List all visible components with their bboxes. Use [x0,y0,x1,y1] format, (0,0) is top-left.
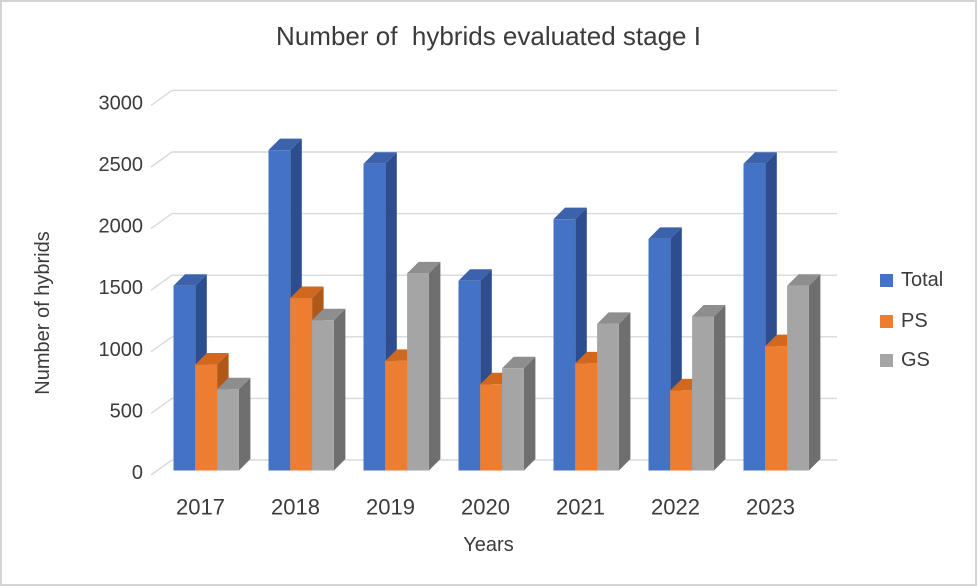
bar-front-face [692,316,714,471]
bars [173,138,821,471]
gridline-depth-tick [150,89,173,106]
bar-front-face [502,368,524,471]
y-tick-label: 1500 [99,277,144,299]
y-tick-label: 2000 [99,216,144,238]
bar-side-face [523,356,536,471]
gridline-depth-tick [150,397,173,414]
x-axis-title: Years [463,534,514,556]
bar-front-face [648,238,671,471]
x-category-labels: 2017 2018 2019 2020 2021 2022 2023 [176,495,795,520]
y-tick-label: 500 [110,400,143,422]
bar-front-face [670,390,693,471]
y-tick-label: 3000 [99,92,144,114]
x-category-label: 2022 [651,495,700,520]
bar-gs-2023 [787,274,821,471]
bar-top-face [553,207,587,220]
bar-side-face [618,312,631,471]
bar-top-face [268,138,302,151]
y-tick-label: 1000 [99,339,144,361]
bar-top-face [502,356,536,369]
bar-front-face [173,285,196,471]
bar-top-face [195,353,229,365]
x-category-label: 2023 [746,495,795,520]
y-tick-labels: 0 500 1000 1500 2000 2500 3000 [99,92,144,484]
bar-front-face [765,346,788,471]
gridline-depth-tick [150,336,173,353]
x-category-label: 2019 [366,495,415,520]
bar-gs-2017 [217,377,251,471]
x-category-label: 2021 [556,495,605,520]
bar-front-face [407,273,429,471]
bar-side-face [238,377,251,471]
bar-front-face [290,298,313,471]
bar-front-face [553,219,576,471]
bar-gs-2018 [312,308,346,471]
bar-top-face [290,286,324,299]
bar-front-face [312,320,334,471]
bar-top-face [692,305,726,317]
bar-front-face [268,150,291,471]
gridline-depth-tick [150,274,173,291]
bar-top-face [217,377,251,390]
chart-title: Number of hybrids evaluated stage I [276,21,701,51]
bar-side-face [808,274,821,471]
bar-top-face [743,152,777,164]
bar-front-face [458,280,481,471]
bar-top-face [407,261,441,274]
bar-top-face [787,274,821,286]
bar-front-face [363,163,386,471]
bar-side-face [713,305,726,471]
gridline-depth-tick [150,151,173,168]
bar-front-face [195,364,218,471]
x-category-label: 2020 [461,495,510,520]
y-axis-title: Number of hybrids [32,231,54,395]
bar-top-face [597,312,631,324]
y-tick-label: 2500 [99,154,144,176]
bar-front-face [385,360,408,471]
bar-gs-2019 [407,261,441,471]
x-category-label: 2018 [271,495,320,520]
bar-gs-2020 [502,356,536,471]
bar-front-face [597,323,619,471]
bar-side-face [428,261,441,471]
bar-top-face [648,227,682,239]
bar-front-face [575,363,598,471]
bar-top-face [312,308,346,321]
gridline-depth-tick [150,459,173,476]
bar-top-face [173,274,207,286]
bar-front-face [480,384,503,471]
gridline-depth-tick [150,213,173,230]
bar-top-face [458,269,492,281]
bar-gs-2021 [597,312,631,471]
x-category-label: 2017 [176,495,225,520]
y-tick-label: 0 [132,462,143,484]
bar-top-face [363,152,397,164]
bar-gs-2022 [692,305,726,471]
bar-front-face [787,285,809,471]
bar-front-face [743,163,766,471]
bar-side-face [333,308,346,471]
bar-front-face [217,389,239,471]
